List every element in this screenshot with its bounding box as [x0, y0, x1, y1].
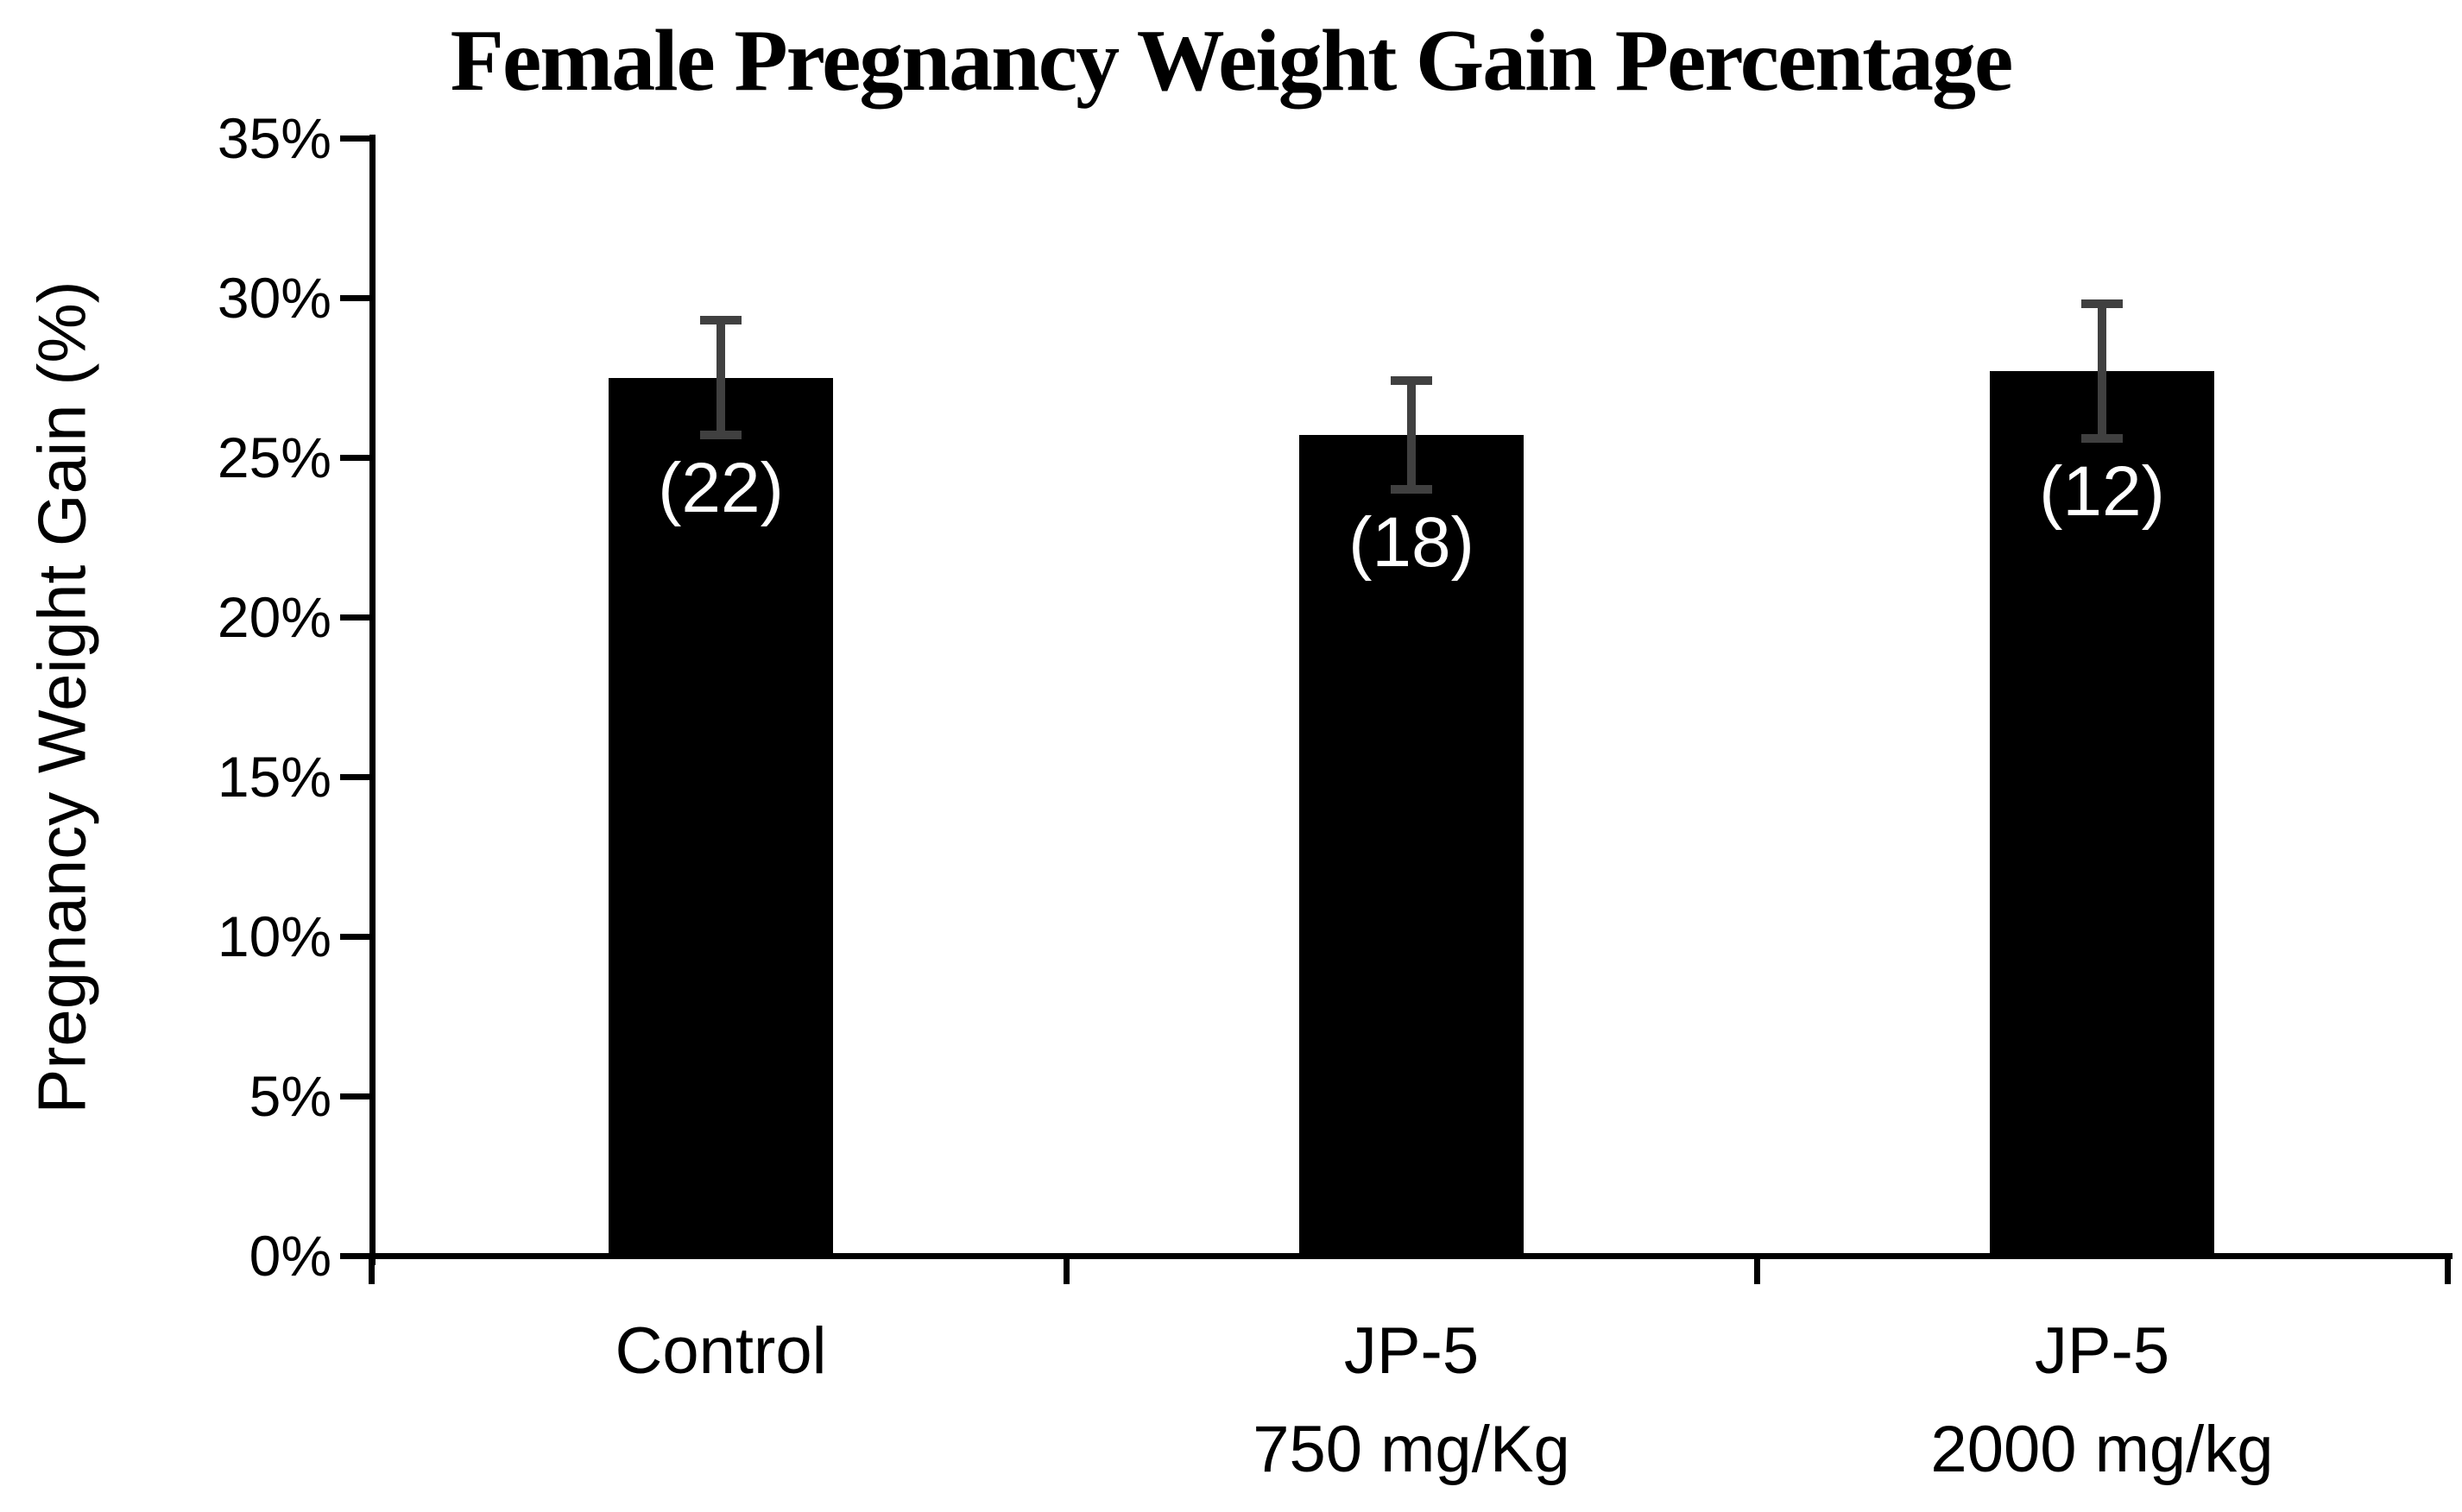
y-axis-line	[369, 135, 376, 1265]
chart-title: Female Pregnancy Weight Gain Percentage	[450, 12, 2014, 110]
y-tick-label: 10%	[217, 904, 331, 968]
error-bar	[717, 319, 725, 436]
error-bar	[1407, 381, 1416, 489]
bar-value-label: (18)	[1348, 503, 1474, 582]
y-tick-label: 15%	[217, 745, 331, 809]
error-bar-cap	[700, 315, 742, 324]
bar	[1990, 371, 2214, 1256]
y-tick	[340, 455, 369, 461]
x-category-label: JP-5	[1343, 1314, 1480, 1388]
error-bar-cap	[1391, 485, 1432, 494]
error-bar-cap	[700, 431, 742, 440]
x-tick	[1063, 1258, 1070, 1284]
error-bar	[2098, 304, 2106, 438]
error-bar-cap	[1391, 376, 1432, 386]
y-axis-title: Pregnancy Weight Gain (%)	[23, 280, 100, 1114]
bar-value-label: (22)	[658, 449, 784, 528]
x-category-label: Control	[615, 1314, 827, 1388]
y-tick-label: 20%	[217, 585, 331, 649]
x-tick	[2444, 1258, 2451, 1284]
bar-value-label: (12)	[2039, 451, 2165, 531]
x-tick	[369, 1258, 375, 1284]
y-tick	[340, 1093, 369, 1099]
error-bar-cap	[2081, 299, 2123, 309]
x-axis-line	[369, 1253, 2453, 1259]
x-tick	[1753, 1258, 1760, 1284]
y-tick	[340, 295, 369, 301]
x-category-label: JP-5	[2034, 1314, 2170, 1388]
error-bar-cap	[2081, 433, 2123, 443]
y-tick-label: 25%	[217, 425, 331, 489]
y-tick	[340, 135, 369, 142]
y-tick	[340, 614, 369, 621]
y-tick-label: 5%	[249, 1064, 331, 1128]
bar	[609, 377, 833, 1256]
y-tick-label: 30%	[217, 266, 331, 330]
bar	[1299, 435, 1524, 1256]
y-tick	[340, 934, 369, 940]
y-tick-label: 0%	[249, 1224, 331, 1288]
y-tick-label: 35%	[217, 106, 331, 170]
x-category-label: 750 mg/Kg	[1253, 1413, 1570, 1486]
x-category-label: 2000 mg/kg	[1930, 1413, 2274, 1486]
y-tick	[340, 774, 369, 780]
y-tick	[340, 1253, 369, 1259]
